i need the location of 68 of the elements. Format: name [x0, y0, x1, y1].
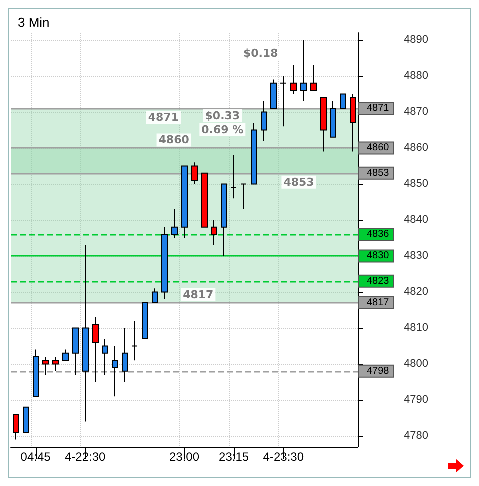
candlestick: [142, 302, 148, 340]
y-tick-label: 4810: [404, 322, 428, 334]
candlestick: [261, 100, 267, 142]
annotation: 4860: [158, 134, 190, 147]
candlestick: [92, 316, 99, 383]
candlestick: [161, 226, 168, 300]
y-tick-label: 4860: [404, 142, 428, 154]
ref-line-label: 4798: [367, 366, 390, 377]
chart-title: 3 Min: [18, 15, 50, 30]
candlestick: [270, 79, 277, 110]
x-tick-label: 04:45: [20, 450, 52, 464]
candlestick: [211, 220, 217, 246]
candlestick: [102, 338, 108, 376]
candlestick: [62, 349, 69, 362]
x-tick-label: 4-23:30: [263, 450, 304, 464]
candlestick: [340, 94, 346, 110]
candlestick: [181, 166, 188, 239]
candlestick: [171, 208, 178, 239]
y-tick-label: 4800: [404, 358, 428, 370]
candlestick: [221, 184, 227, 257]
candlestick: [310, 64, 317, 92]
candlestick: [330, 100, 336, 138]
candlestick: [231, 154, 237, 200]
annotation: 4871: [148, 111, 179, 124]
ref-line-label: 4871: [367, 103, 390, 114]
y-tick-label: 4850: [404, 178, 428, 190]
ref-line-label: 4830: [367, 250, 390, 262]
ref-line-label: 4823: [367, 276, 390, 287]
candlestick: [320, 97, 327, 152]
candlestick: [42, 356, 49, 376]
candlestick: [201, 172, 208, 228]
candlestick: [122, 328, 128, 383]
annotation: 0.69 %: [202, 123, 244, 136]
candlestick: [33, 349, 39, 398]
annotation: $0.18: [243, 47, 278, 60]
candlestick: [290, 64, 297, 95]
candlestick: [300, 40, 307, 102]
y-tick-label: 4890: [404, 34, 428, 46]
candlestick: [132, 320, 138, 362]
candlestick: [112, 346, 118, 398]
candlestick: [152, 288, 158, 304]
candlestick: [241, 184, 247, 210]
candlestick: [350, 94, 356, 152]
candlestick: [72, 328, 79, 376]
annotation: $0.33: [205, 109, 240, 122]
y-tick-label: 4880: [404, 70, 428, 82]
ref-line-label: 4836: [367, 229, 390, 240]
candlestick: [52, 356, 59, 372]
y-tick-label: 4820: [404, 286, 428, 298]
x-tick-label: 4-22:30: [65, 450, 106, 464]
ref-line-label: 4860: [367, 142, 390, 154]
ref-line-label: 4853: [367, 168, 390, 179]
annotation: 4817: [183, 288, 214, 302]
candlestick: [251, 122, 257, 185]
candlestick: [23, 406, 29, 434]
annotation: 4853: [284, 176, 314, 189]
x-tick-label: 23:00: [169, 450, 200, 464]
y-tick-label: 4790: [404, 394, 428, 406]
candlestick: [82, 244, 89, 422]
x-tick-label: 23:15: [219, 450, 250, 464]
y-tick-label: 4870: [404, 106, 428, 118]
ref-line-label: 4817: [367, 298, 390, 308]
candlestick: [191, 162, 198, 185]
y-tick-label: 4780: [404, 430, 428, 442]
y-tick-label: 4830: [404, 250, 428, 262]
candlestick: [13, 414, 19, 440]
y-tick-label: 4840: [404, 214, 428, 226]
candlestick: [280, 76, 287, 128]
